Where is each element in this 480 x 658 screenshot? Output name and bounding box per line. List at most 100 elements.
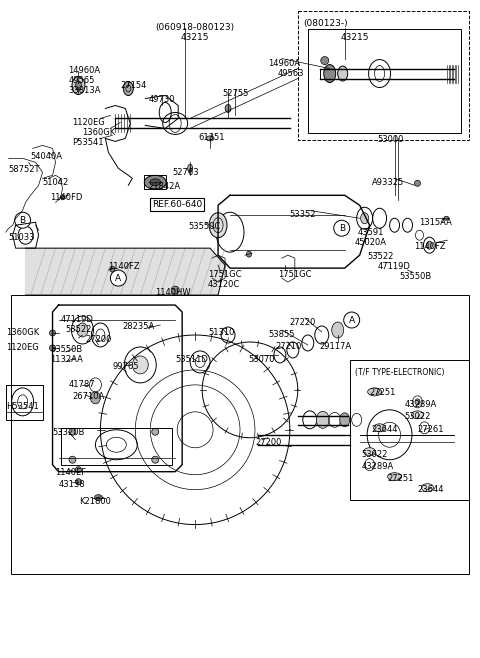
Circle shape: [344, 312, 360, 328]
Text: 51042: 51042: [43, 178, 69, 188]
Text: 54040A: 54040A: [31, 153, 62, 161]
Text: 53550B: 53550B: [50, 345, 83, 354]
Text: 27200: 27200: [85, 335, 112, 344]
Text: 1140FZ: 1140FZ: [415, 242, 446, 251]
Text: 43289A: 43289A: [361, 462, 394, 470]
Text: 33813A: 33813A: [69, 86, 101, 95]
Text: 1360GK: 1360GK: [83, 128, 116, 138]
Text: K21800: K21800: [80, 497, 111, 505]
Text: 53022: 53022: [405, 412, 431, 421]
Ellipse shape: [75, 81, 82, 90]
Ellipse shape: [225, 105, 231, 113]
Text: 27200: 27200: [255, 438, 281, 447]
Ellipse shape: [144, 175, 166, 190]
Ellipse shape: [206, 136, 214, 141]
Text: (060918-080123): (060918-080123): [156, 22, 235, 32]
Text: 51310: 51310: [208, 328, 234, 337]
Text: 53855: 53855: [268, 330, 294, 339]
Ellipse shape: [444, 216, 449, 220]
Text: 21842A: 21842A: [148, 182, 180, 191]
Text: 99765: 99765: [112, 362, 139, 371]
Text: 53022: 53022: [361, 450, 388, 459]
Circle shape: [15, 213, 31, 228]
Ellipse shape: [75, 478, 82, 485]
Text: 53522: 53522: [368, 252, 394, 261]
Text: 49565: 49565: [69, 76, 95, 84]
Text: 27220: 27220: [290, 318, 316, 327]
Text: 1140FD: 1140FD: [50, 193, 83, 202]
Ellipse shape: [411, 411, 423, 418]
Text: 27210: 27210: [275, 342, 301, 351]
Ellipse shape: [209, 213, 227, 238]
Text: 45020A: 45020A: [355, 238, 387, 247]
Bar: [308, 29, 461, 134]
Text: 47119D: 47119D: [378, 262, 410, 271]
Ellipse shape: [75, 467, 82, 472]
Ellipse shape: [426, 241, 432, 249]
Text: 43120C: 43120C: [208, 280, 240, 289]
Text: 49563: 49563: [278, 68, 304, 78]
Text: 43215: 43215: [181, 33, 209, 41]
Ellipse shape: [338, 66, 348, 81]
Text: 43138: 43138: [59, 480, 85, 489]
Ellipse shape: [90, 392, 100, 404]
Ellipse shape: [415, 180, 420, 186]
Ellipse shape: [332, 322, 344, 338]
Text: 27251: 27251: [370, 388, 396, 397]
Text: (T/F TYPE-ELECTRONIC): (T/F TYPE-ELECTRONIC): [355, 368, 444, 377]
Ellipse shape: [152, 428, 159, 436]
Ellipse shape: [123, 82, 133, 95]
Text: (080123-): (080123-): [303, 18, 348, 28]
Text: 1140EF: 1140EF: [56, 468, 87, 476]
Text: 1120EG: 1120EG: [72, 118, 105, 128]
Text: 1140HW: 1140HW: [155, 288, 191, 297]
Text: 52755: 52755: [222, 89, 249, 97]
Text: 52763: 52763: [172, 168, 199, 178]
Text: 43215: 43215: [340, 33, 369, 41]
Ellipse shape: [95, 495, 102, 501]
Ellipse shape: [188, 164, 192, 172]
Text: 27251: 27251: [387, 474, 414, 483]
Text: H53541: H53541: [6, 402, 38, 411]
Ellipse shape: [49, 345, 56, 351]
Ellipse shape: [364, 447, 376, 456]
Text: 58752T: 58752T: [9, 165, 40, 174]
Circle shape: [110, 270, 126, 286]
Bar: [298, 11, 469, 140]
Text: 27261: 27261: [418, 425, 444, 434]
Ellipse shape: [77, 323, 88, 337]
Text: REF.60-640: REF.60-640: [152, 200, 203, 209]
Text: B: B: [339, 224, 345, 233]
Text: 14960A: 14960A: [268, 59, 300, 68]
Text: 1751GC: 1751GC: [208, 270, 241, 279]
Text: 53320B: 53320B: [52, 428, 85, 437]
Text: 27154: 27154: [120, 80, 147, 89]
Text: 14960A: 14960A: [69, 66, 101, 74]
Ellipse shape: [110, 266, 115, 272]
Ellipse shape: [360, 213, 369, 224]
Text: 29117A: 29117A: [320, 342, 352, 351]
Ellipse shape: [49, 330, 56, 336]
Text: 53511D: 53511D: [175, 355, 208, 364]
Text: 1132AA: 1132AA: [50, 355, 84, 364]
Text: 43591: 43591: [358, 228, 384, 238]
Ellipse shape: [247, 251, 252, 257]
Ellipse shape: [373, 424, 385, 432]
Ellipse shape: [421, 484, 433, 492]
Ellipse shape: [132, 356, 148, 374]
Ellipse shape: [69, 428, 76, 436]
Ellipse shape: [340, 413, 350, 427]
Text: 53522: 53522: [65, 325, 92, 334]
Text: A93325: A93325: [372, 178, 404, 188]
Text: A: A: [115, 274, 121, 282]
Text: 23644: 23644: [372, 425, 398, 434]
Ellipse shape: [316, 411, 329, 428]
Text: 1751GC: 1751GC: [278, 270, 312, 279]
Text: 28235A: 28235A: [122, 322, 155, 331]
Text: 53550B: 53550B: [399, 272, 432, 281]
Text: 41787: 41787: [69, 380, 95, 389]
Text: 23644: 23644: [418, 485, 444, 494]
Ellipse shape: [324, 64, 336, 82]
Ellipse shape: [171, 286, 179, 294]
Circle shape: [334, 220, 350, 236]
